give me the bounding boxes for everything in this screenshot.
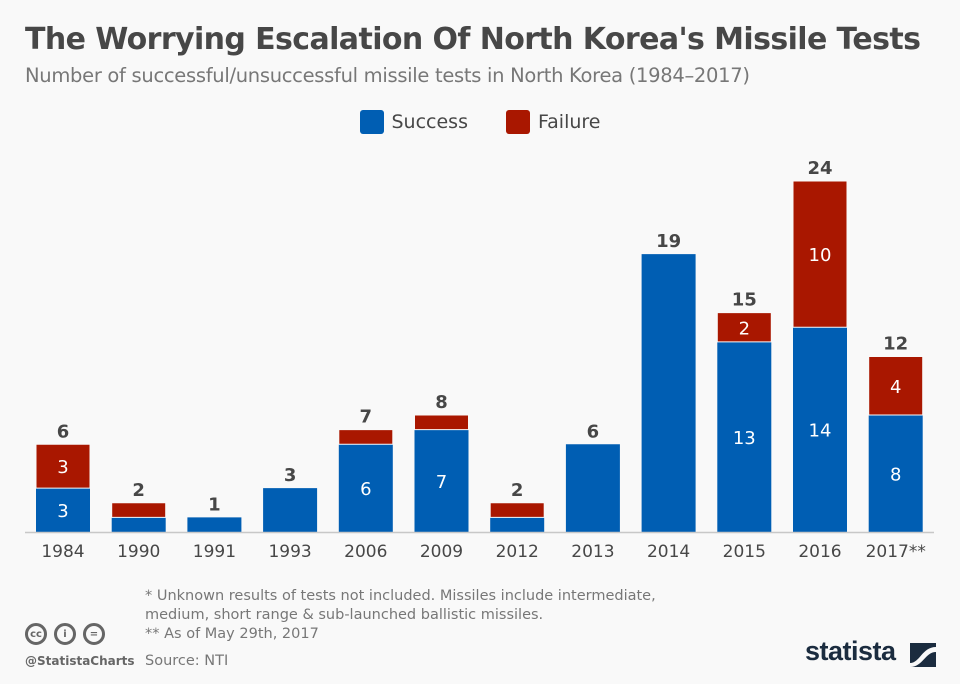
legend-label-success: Success xyxy=(391,111,468,133)
bar-value-label: 3 xyxy=(57,457,68,478)
bar-total-label: 3 xyxy=(284,465,297,486)
bar-success xyxy=(641,254,696,532)
no-derivatives-icon: = xyxy=(83,623,105,645)
x-tick-label: 2015 xyxy=(723,542,766,562)
bar-value-label: 2 xyxy=(739,318,750,339)
x-tick-label: 2012 xyxy=(496,542,539,562)
twitter-handle: @StatistaCharts xyxy=(25,654,135,668)
bar-value-label: 8 xyxy=(890,465,901,486)
bar-total-label: 19 xyxy=(656,231,681,252)
statista-logo[interactable]: statista xyxy=(805,636,896,666)
legend: Success Failure xyxy=(0,110,960,134)
legend-swatch-success xyxy=(359,110,384,134)
bar-total-label: 8 xyxy=(435,392,448,413)
bar-total-label: 2 xyxy=(132,480,145,501)
chart-subtitle: Number of successful/unsuccessful missil… xyxy=(25,64,750,87)
bar-success xyxy=(868,415,923,532)
x-tick-label: 2014 xyxy=(647,542,690,562)
legend-item-success: Success xyxy=(359,110,468,134)
bar-value-label: 10 xyxy=(809,245,832,266)
bar-total-label: 12 xyxy=(883,334,908,355)
bar-success xyxy=(187,517,242,532)
bar-failure xyxy=(868,356,924,416)
bar-success xyxy=(36,488,90,532)
x-tick-label: 1990 xyxy=(117,542,160,562)
bar-success xyxy=(263,488,318,532)
x-tick-label: 1984 xyxy=(41,542,84,562)
bar-failure xyxy=(338,429,394,445)
attribution-icon: i xyxy=(54,623,76,645)
bar-total-label: 24 xyxy=(807,158,832,179)
bar-value-label: 7 xyxy=(436,472,447,493)
bar-failure xyxy=(414,414,469,431)
x-tick-label: 2013 xyxy=(571,542,614,562)
source-note: Source: NTI xyxy=(145,653,229,669)
x-tick-label: 2009 xyxy=(420,542,463,562)
bar-success xyxy=(111,517,166,532)
chart-title: The Worrying Escalation Of North Korea's… xyxy=(25,22,921,57)
statista-logo-mark-icon xyxy=(910,643,936,667)
bar-total-label: 2 xyxy=(511,480,524,501)
bar-failure xyxy=(792,180,848,328)
legend-item-failure: Failure xyxy=(505,110,601,134)
footnote-1-line-2: medium, short range & sub-launched balli… xyxy=(145,607,544,623)
bar-total-label: 1 xyxy=(208,494,221,515)
bar-success xyxy=(793,327,847,532)
x-tick-label: 1993 xyxy=(268,542,311,562)
bar-value-label: 4 xyxy=(890,377,901,398)
x-tick-label: 2016 xyxy=(798,542,841,562)
bar-total-label: 6 xyxy=(587,421,600,442)
bar-success xyxy=(338,444,393,532)
x-tick-label: 1991 xyxy=(193,542,236,562)
bar-value-label: 13 xyxy=(733,428,756,449)
bar-success xyxy=(717,341,772,532)
x-tick-label: 2006 xyxy=(344,542,387,562)
footnote-1-line-1: * Unknown results of tests not included.… xyxy=(145,588,656,604)
bar-success xyxy=(490,517,545,532)
bar-value-label: 6 xyxy=(360,479,371,500)
bar-failure xyxy=(489,502,545,518)
footnote-2: ** As of May 29th, 2017 xyxy=(145,626,319,642)
legend-label-failure: Failure xyxy=(537,111,601,133)
bar-value-label: 14 xyxy=(809,421,832,442)
creative-commons-icons: cc i = xyxy=(25,623,105,645)
bar-failure xyxy=(35,443,91,489)
bar-success xyxy=(414,429,469,532)
legend-swatch-failure xyxy=(505,110,530,134)
bar-failure xyxy=(111,502,167,518)
bar-total-label: 7 xyxy=(360,407,373,428)
bar-total-label: 6 xyxy=(57,421,70,442)
bar-failure xyxy=(716,312,772,343)
cc-icon: cc xyxy=(25,623,47,645)
bar-value-label: 3 xyxy=(57,501,68,522)
bar-total-label: 15 xyxy=(732,290,757,311)
bar-success xyxy=(565,444,620,532)
x-tick-label: 2017** xyxy=(866,542,926,562)
